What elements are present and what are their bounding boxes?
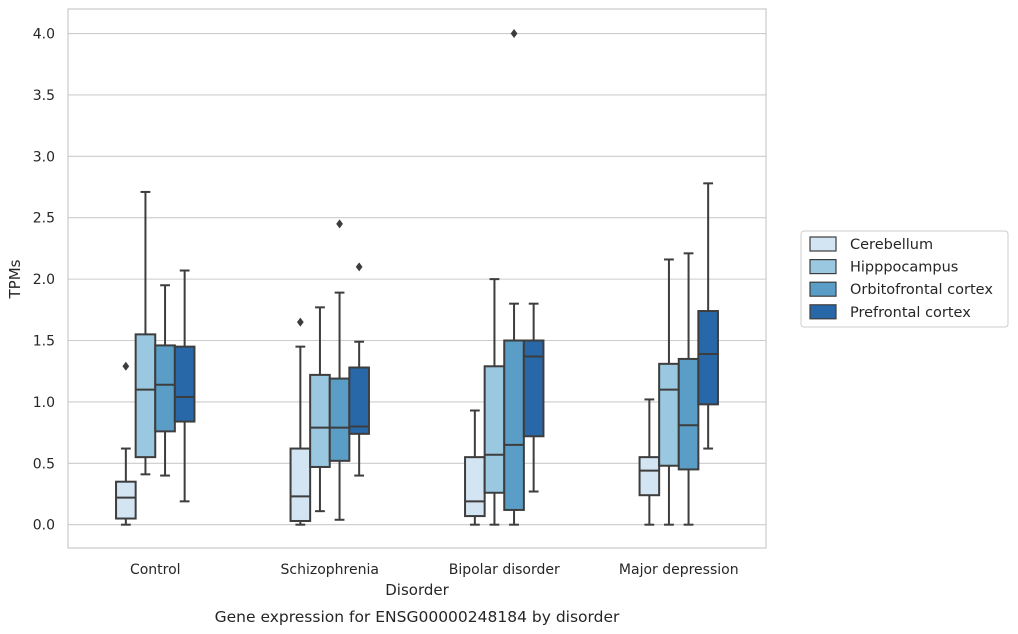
outlier-point (336, 219, 343, 229)
y-tick-label: 1.5 (33, 334, 55, 350)
box-prefrontal-cortex (522, 302, 545, 493)
y-tick-label: 2.0 (33, 272, 55, 288)
legend-swatch (809, 236, 837, 252)
box-prefrontal-cortex (348, 262, 370, 477)
outlier-point (122, 361, 130, 371)
box-body (638, 456, 661, 497)
box-body (503, 339, 525, 511)
box-prefrontal-cortex (697, 182, 719, 450)
box-orbitofrontal-cortex (154, 284, 176, 477)
box-orbitofrontal-cortex (503, 29, 525, 526)
outlier-point (510, 29, 518, 39)
box-hipppocampus (309, 306, 331, 513)
box-body (328, 377, 351, 462)
x-axis-label: Disorder (385, 581, 449, 599)
box-body (348, 366, 370, 435)
box-body (309, 373, 331, 468)
legend-frame (800, 230, 1009, 328)
legend-swatch (809, 304, 837, 320)
box-body (464, 456, 486, 518)
legend: Cerebellum Hipppocampus Orbitofrontal cort… (800, 230, 1009, 328)
box-body (658, 362, 680, 467)
boxes (115, 29, 719, 526)
y-tick-label: 3.5 (33, 88, 55, 104)
legend-swatch (809, 259, 837, 275)
legend-label: Hipppocampus (850, 260, 958, 276)
box-body (173, 345, 196, 423)
box-prefrontal-cortex (173, 269, 196, 503)
y-axis-label: TPMs (6, 259, 24, 299)
y-tick-label: 2.5 (33, 211, 55, 227)
chart-caption: Gene expression for ENSG00000248184 by d… (215, 608, 620, 626)
y-tick-label: 0.5 (33, 456, 55, 472)
x-tick-labels: Control Schizophrenia Bipolar disorder Majo… (130, 562, 739, 578)
y-tick-label: 0.0 (33, 518, 55, 534)
box-orbitofrontal-cortex (677, 252, 700, 526)
box-body (289, 447, 312, 522)
box-orbitofrontal-cortex (328, 219, 351, 521)
box-body (677, 357, 700, 471)
legend-swatch (809, 281, 837, 297)
box-body (115, 480, 137, 520)
box-hipppocampus (658, 258, 680, 526)
box-hipppocampus (134, 190, 157, 476)
box-cerebellum (115, 361, 137, 526)
outlier-point (355, 262, 363, 272)
box-cerebellum (638, 398, 661, 526)
box-cerebellum (464, 409, 486, 526)
outlier-point (296, 317, 304, 327)
box-body (134, 333, 157, 459)
legend-label: Cerebellum (850, 237, 933, 253)
y-tick-labels: 0.0 0.5 1.0 1.5 2.0 2.5 3.0 3.5 4.0 (33, 27, 55, 534)
y-tick-label: 4.0 (33, 27, 55, 43)
box-body (154, 344, 176, 433)
x-tick-label: Control (130, 562, 181, 578)
plot-frame (67, 8, 767, 549)
x-tick-label: Schizophrenia (281, 562, 379, 578)
box-cerebellum (289, 317, 312, 526)
box-body (697, 310, 719, 406)
box-body (522, 339, 545, 438)
box-body (483, 365, 506, 494)
legend-label: Orbitofrontal cortex (850, 282, 993, 298)
box-hipppocampus (483, 278, 506, 526)
y-tick-label: 3.0 (33, 149, 55, 165)
y-tick-label: 1.0 (33, 395, 55, 411)
legend-label: Prefrontal cortex (850, 305, 971, 321)
x-tick-label: Bipolar disorder (449, 562, 560, 578)
x-tick-label: Major depression (619, 562, 739, 578)
